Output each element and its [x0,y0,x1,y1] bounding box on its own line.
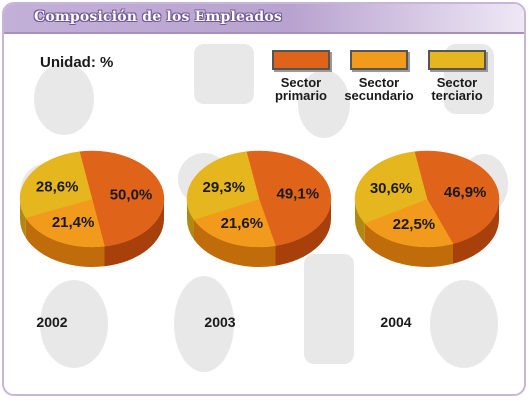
pie-slice-terciario [354,151,428,224]
pie-slice-primario [79,150,165,247]
pie-side-primario [452,199,499,264]
pie-side-terciario [355,199,365,244]
pie-slice-terciario [19,151,93,219]
pie-label-secundario: 21,4% [52,214,95,231]
pie-label-primario: 49,1% [277,186,320,203]
pie-slice-secundario [364,198,454,248]
legend-swatch-secundario [350,50,408,70]
legend-label-line1: Sector [436,75,478,90]
pie-side-secundario [194,219,276,267]
pie-slice-secundario [25,198,105,248]
legend-label-terciario: Sector terciario [412,76,502,102]
chart-title: Composición de los Empleados [34,9,283,25]
pie-side-secundario [25,217,105,267]
year-label-2002: 2002 [36,314,68,330]
legend-swatch-terciario [428,50,486,70]
year-label-2004: 2004 [380,314,412,330]
pie-label-terciario: 29,3% [203,179,246,196]
pie-label-terciario: 30,6% [370,180,413,197]
pie-slice-primario [246,150,332,247]
legend-label-line1: Sector [280,75,322,90]
pie-side-secundario [364,223,453,267]
pie-2003: 49,1% 21,6% 29,3% [186,150,332,267]
year-label-2003: 2003 [204,314,236,330]
pie-charts: 50,0% 21,4% 28,6% 49,1% 21,6% 29,3% 46,9% 22,5%… [19,150,500,267]
pie-label-secundario: 22,5% [393,216,436,233]
pie-2004: 46,9% 22,5% 30,6% [354,150,500,267]
legend-label-primario: Sector primario [256,76,346,102]
pie-side-terciario [187,199,195,240]
chart-frame: Composición de los Empleados Unidad: % S… [2,2,526,396]
pie-label-secundario: 21,6% [221,215,264,232]
legend-label-line2: secundario [344,88,414,103]
legend-swatch-primario [272,50,330,70]
pie-label-terciario: 28,6% [36,178,79,195]
pie-side-primario [275,199,331,266]
legend-label-line2: primario [274,88,327,103]
pie-slice-terciario [186,151,260,220]
unit-label: Unidad: % [40,54,114,71]
legend-label-line1: Sector [358,75,400,90]
pie-label-primario: 50,0% [110,186,153,203]
legend-label-line2: terciario [431,88,483,103]
pie-2002: 50,0% 21,4% 28,6% [19,150,165,267]
legend-label-secundario: Sector secundario [334,76,424,102]
title-bar: Composición de los Empleados [4,4,524,34]
pie-label-primario: 46,9% [444,184,487,201]
pie-side-primario [104,199,164,267]
pie-slice-primario [414,150,500,245]
pie-slice-secundario [193,198,276,248]
